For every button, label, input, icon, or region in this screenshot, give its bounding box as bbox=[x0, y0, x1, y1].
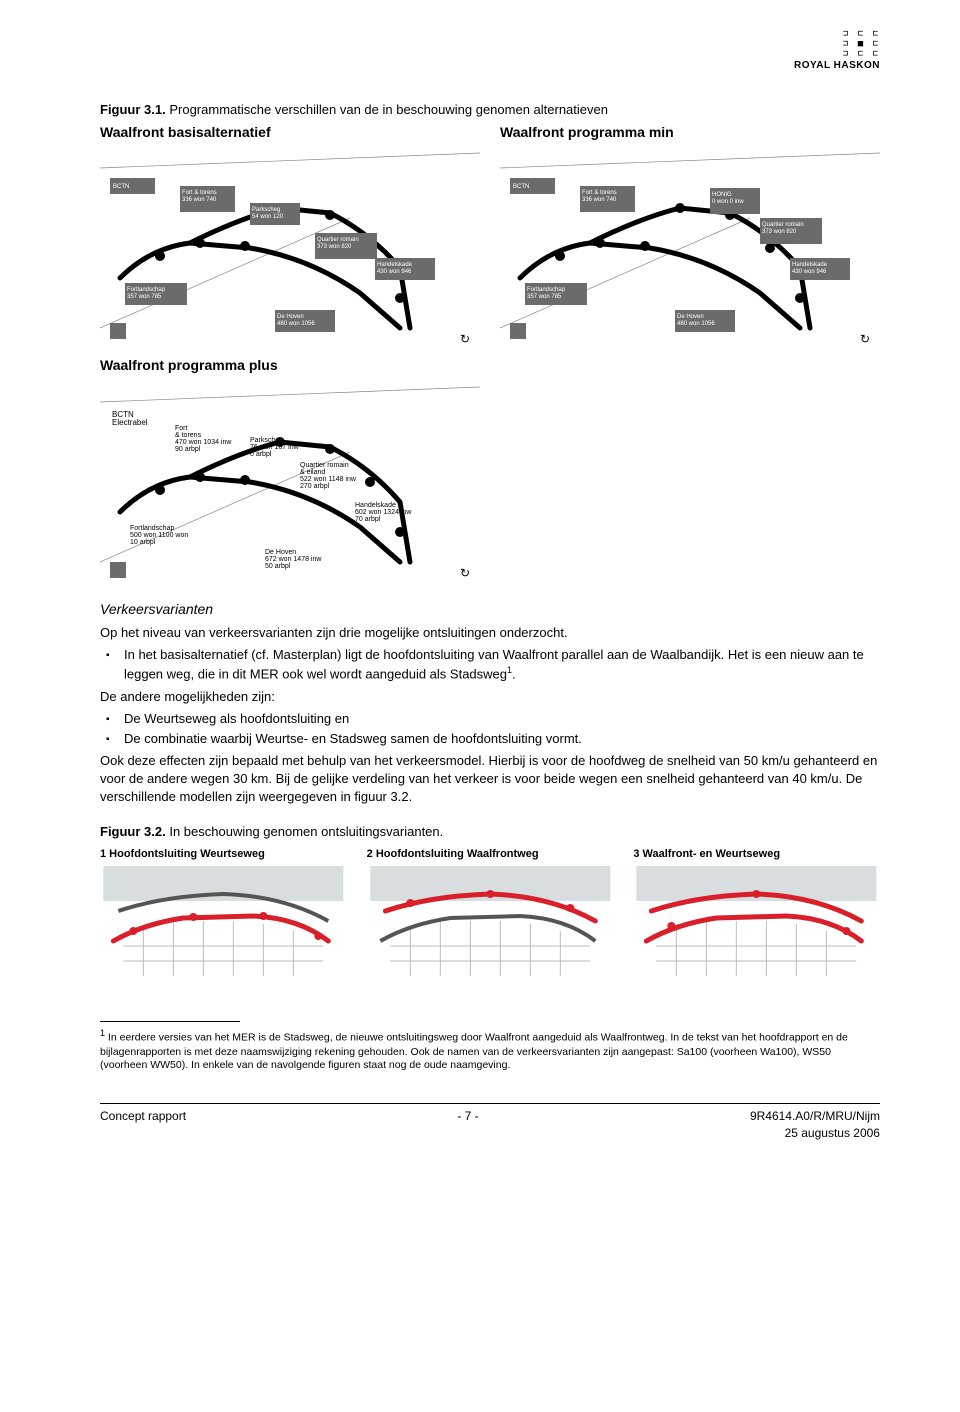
svg-text:70 arbpl: 70 arbpl bbox=[355, 516, 381, 523]
svg-text:↻: ↻ bbox=[860, 332, 870, 346]
figure-3-2-caption: Figuur 3.2. In beschouwing genomen ontsl… bbox=[100, 823, 880, 841]
svg-text:0 won 0 inw: 0 won 0 inw bbox=[712, 199, 744, 205]
svg-text:Quartier romain: Quartier romain bbox=[317, 237, 359, 243]
diagram-programma-plus: BCTNElectrabel Fort& torens470 won 1034 … bbox=[100, 382, 480, 582]
alt-a-title: Waalfront basisalternatief bbox=[100, 123, 480, 143]
svg-text:Fortlandschap: Fortlandschap bbox=[130, 525, 174, 532]
verkeer-p3: Ook deze effecten zijn bepaald met behul… bbox=[100, 752, 880, 807]
map-variant-1 bbox=[100, 866, 347, 976]
svg-text:522 won 1148 inw: 522 won 1148 inw bbox=[300, 476, 357, 483]
verkeer-bullet-3: De combinatie waarbij Weurtse- en Stadsw… bbox=[100, 730, 880, 748]
svg-text:De Hoven: De Hoven bbox=[677, 314, 704, 320]
map-variant-2 bbox=[367, 866, 614, 976]
diagram-programma-min: BCTN Fort & torens336 won 740 HONIG0 won… bbox=[500, 148, 880, 348]
footer-left: Concept rapport bbox=[100, 1108, 186, 1142]
svg-text:480 won 1056: 480 won 1056 bbox=[277, 321, 315, 327]
svg-text:De Hoven: De Hoven bbox=[277, 314, 304, 320]
svg-text:270 arbpl: 270 arbpl bbox=[300, 483, 330, 490]
svg-text:602 won 1324 inw: 602 won 1324 inw bbox=[355, 509, 412, 516]
svg-text:672 won 1478 inw: 672 won 1478 inw bbox=[265, 556, 322, 563]
svg-text:430 won 946: 430 won 946 bbox=[377, 269, 412, 275]
svg-text:470 won 1034 inw: 470 won 1034 inw bbox=[175, 439, 232, 446]
diagram-basisalternatief: BCTN Fort & torens336 won 740 Parkscheg5… bbox=[100, 148, 480, 348]
svg-text:HONIG: HONIG bbox=[712, 192, 732, 198]
footer-right: 9R4614.A0/R/MRU/Nijm25 augustus 2006 bbox=[750, 1108, 880, 1142]
svg-text:Quartier romain: Quartier romain bbox=[300, 462, 349, 469]
svg-text:BCTN: BCTN bbox=[513, 184, 529, 190]
verkeer-p1: Op het niveau van verkeersvarianten zijn… bbox=[100, 624, 880, 642]
svg-text:373 won 820: 373 won 820 bbox=[317, 244, 352, 250]
svg-text:0 arbpl: 0 arbpl bbox=[250, 451, 272, 458]
svg-text:357 won 785: 357 won 785 bbox=[127, 294, 162, 300]
svg-text:500 won 1100 won: 500 won 1100 won bbox=[130, 532, 188, 539]
alt-b-title: Waalfront programma min bbox=[500, 123, 880, 143]
svg-text:Fort: Fort bbox=[175, 425, 188, 432]
svg-text:336 won 740: 336 won 740 bbox=[582, 197, 617, 203]
verkeer-bullet-2: De Weurtseweg als hoofdontsluiting en bbox=[100, 710, 880, 728]
svg-text:76 won 167 inw: 76 won 167 inw bbox=[250, 444, 300, 451]
map-variant-3 bbox=[633, 866, 880, 976]
svg-text:BCTN: BCTN bbox=[113, 184, 129, 190]
svg-text:Parkscheg: Parkscheg bbox=[250, 437, 283, 444]
svg-text:Quartier romain: Quartier romain bbox=[762, 222, 804, 228]
svg-text:336 won 740: 336 won 740 bbox=[182, 197, 217, 203]
svg-text:357 won 785: 357 won 785 bbox=[527, 294, 562, 300]
svg-text:Parkscheg: Parkscheg bbox=[252, 207, 280, 213]
svg-text:90 arbpl: 90 arbpl bbox=[175, 446, 201, 453]
svg-text:430 won 946: 430 won 946 bbox=[792, 269, 827, 275]
figure-3-1-caption: Figuur 3.1. Programmatische verschillen … bbox=[100, 101, 880, 119]
svg-text:& torens: & torens bbox=[175, 432, 202, 439]
svg-text:Electrabel: Electrabel bbox=[112, 418, 148, 427]
footnote-rule bbox=[100, 1021, 240, 1022]
svg-text:Fortlandschap: Fortlandschap bbox=[527, 287, 566, 293]
footnote-1: 1 In eerdere versies van het MER is de S… bbox=[100, 1028, 880, 1072]
svg-text:& eiland: & eiland bbox=[300, 469, 325, 476]
variant-2-label: 2 Hoofdontsluiting Waalfrontweg bbox=[367, 847, 614, 862]
variant-3-label: 3 Waalfront- en Weurtseweg bbox=[633, 847, 880, 862]
svg-text:Handelskade: Handelskade bbox=[792, 262, 828, 268]
svg-text:54 won 120: 54 won 120 bbox=[252, 214, 284, 220]
verkeersvarianten-heading: Verkeersvarianten bbox=[100, 600, 880, 620]
svg-text:Fortlandschap: Fortlandschap bbox=[127, 287, 166, 293]
svg-text:373 won 820: 373 won 820 bbox=[762, 229, 797, 235]
verkeer-bullet-1: In het basisalternatief (cf. Masterplan)… bbox=[100, 646, 880, 684]
variant-1-label: 1 Hoofdontsluiting Weurtseweg bbox=[100, 847, 347, 862]
svg-text:Fort & torens: Fort & torens bbox=[182, 190, 217, 196]
svg-text:50 arbpl: 50 arbpl bbox=[265, 563, 291, 570]
svg-text:↻: ↻ bbox=[460, 332, 470, 346]
alt-c-title: Waalfront programma plus bbox=[100, 356, 480, 376]
svg-text:Handelskade: Handelskade bbox=[377, 262, 413, 268]
brand-logo: ⊐ ⊏ ⊏ ⊐ ■ ⊏ ⊐ ⊏ ⊏ ROYAL HASKON bbox=[100, 30, 880, 71]
svg-text:De Hoven: De Hoven bbox=[265, 549, 296, 556]
svg-text:10 arbpl: 10 arbpl bbox=[130, 539, 156, 546]
svg-text:↻: ↻ bbox=[460, 566, 470, 580]
verkeer-p2: De andere mogelijkheden zijn: bbox=[100, 688, 880, 706]
footer-page: - 7 - bbox=[457, 1108, 478, 1142]
svg-text:480 won 1056: 480 won 1056 bbox=[677, 321, 715, 327]
svg-text:Fort & torens: Fort & torens bbox=[582, 190, 617, 196]
svg-text:Handelskade: Handelskade bbox=[355, 502, 396, 509]
page-footer: Concept rapport - 7 - 9R4614.A0/R/MRU/Ni… bbox=[100, 1103, 880, 1142]
